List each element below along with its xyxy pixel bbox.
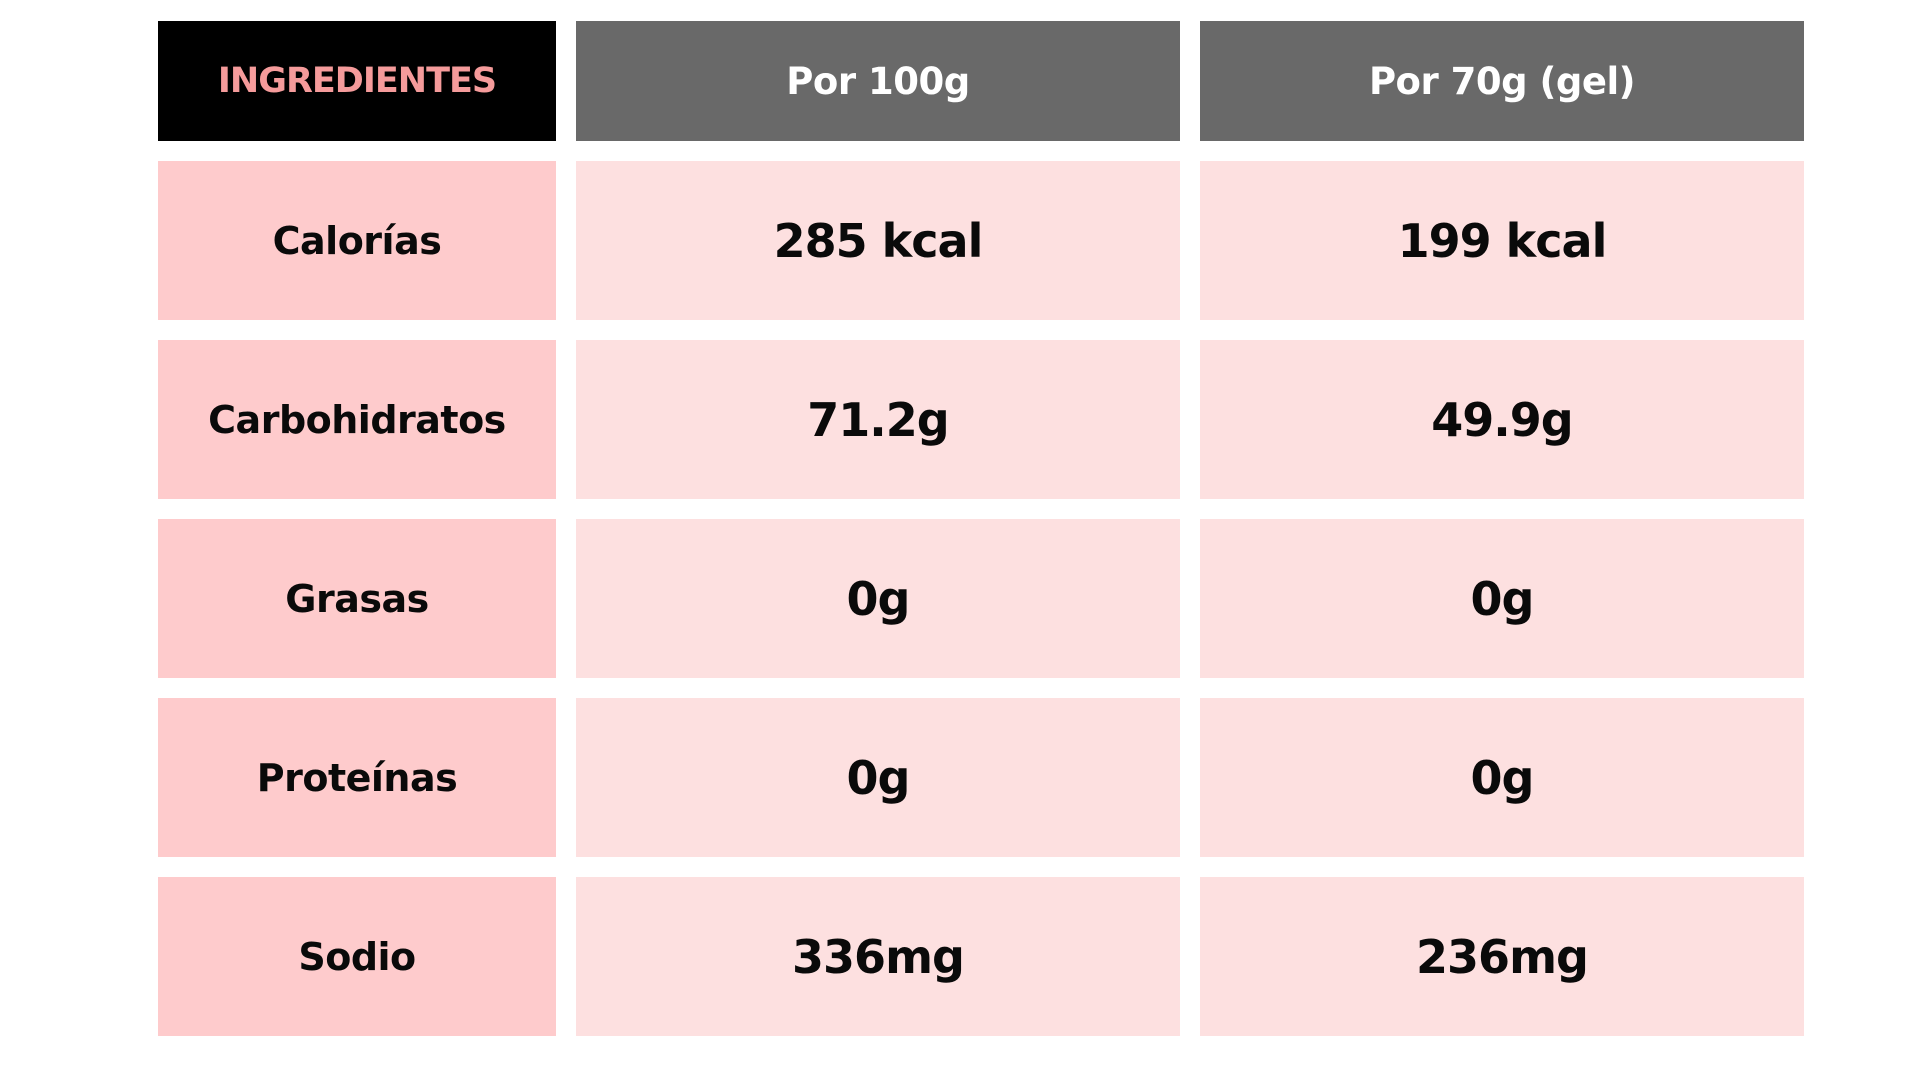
header-ingredientes: INGREDIENTES [158, 21, 556, 141]
row-label-grasas: Grasas [158, 519, 556, 678]
calorias-per-70g: 199 kcal [1200, 161, 1804, 320]
sodio-per-70g: 236mg [1200, 877, 1804, 1036]
sodio-per-100g: 336mg [576, 877, 1180, 1036]
row-label-proteinas: Proteínas [158, 698, 556, 857]
grasas-per-100g: 0g [576, 519, 1180, 678]
header-per-70g: Por 70g (gel) [1200, 21, 1804, 141]
row-label-carbohidratos: Carbohidratos [158, 340, 556, 499]
header-per-100g: Por 100g [576, 21, 1180, 141]
row-label-calorias: Calorías [158, 161, 556, 320]
nutrition-table: INGREDIENTES Por 100g Por 70g (gel) Calo… [158, 21, 1804, 1036]
proteinas-per-70g: 0g [1200, 698, 1804, 857]
grasas-per-70g: 0g [1200, 519, 1804, 678]
calorias-per-100g: 285 kcal [576, 161, 1180, 320]
carbohidratos-per-70g: 49.9g [1200, 340, 1804, 499]
row-label-sodio: Sodio [158, 877, 556, 1036]
carbohidratos-per-100g: 71.2g [576, 340, 1180, 499]
proteinas-per-100g: 0g [576, 698, 1180, 857]
